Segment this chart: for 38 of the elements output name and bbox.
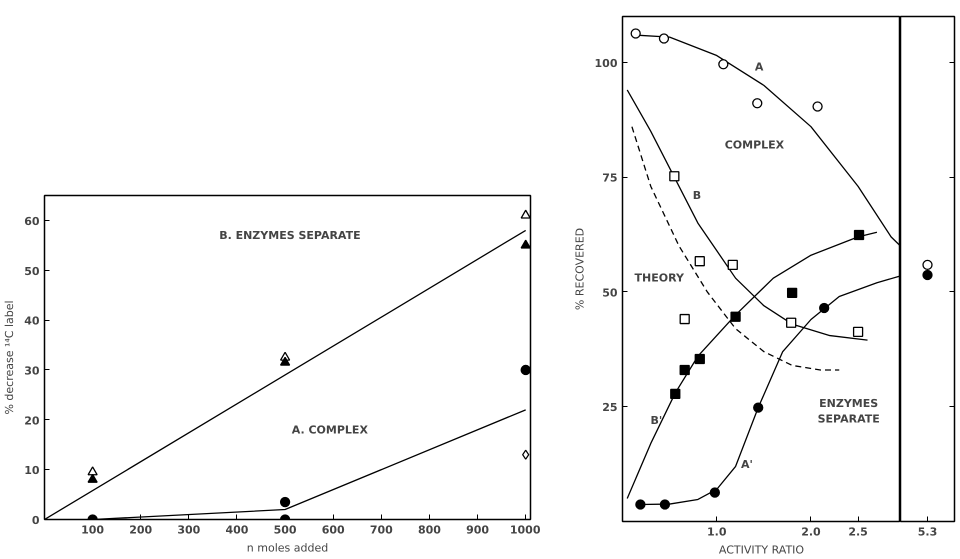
x-tick-label: 1000	[510, 524, 541, 536]
annotation: A	[754, 60, 764, 74]
x-tick-label: 800	[418, 524, 442, 536]
x-tick-label: 700	[370, 524, 394, 536]
x-axis-title: n moles added	[246, 542, 328, 554]
annotation: ENZYMES SEPARATE	[818, 397, 880, 426]
annotation: B. ENZYMES SEPARATE	[219, 228, 361, 242]
y-tick-label: 20	[24, 414, 40, 428]
y-tick-label: 40	[24, 314, 40, 328]
y-tick-label: 60	[24, 214, 40, 228]
x-tick-label: 500	[274, 524, 297, 536]
y-tick-label: 25	[602, 401, 618, 414]
y-tick-label: 0	[32, 514, 40, 527]
x-axis-title: ACTIVITY RATIO	[718, 544, 804, 556]
annotation: A'	[740, 458, 753, 472]
x-tick-label: 100	[81, 524, 104, 536]
annotation: B	[692, 189, 702, 202]
x-tick-label: 300	[177, 524, 201, 536]
y-tick-label: 10	[24, 464, 40, 478]
annotation: A. COMPLEX	[292, 423, 368, 436]
x-tick-label: 200	[129, 524, 153, 536]
y-tick-label: 50	[602, 286, 618, 300]
x-tick-label: 400	[225, 524, 249, 536]
x-tick-label: 2.5	[848, 526, 868, 538]
y-tick-label: 50	[24, 264, 40, 278]
annotation: B'	[650, 414, 662, 427]
x-tick-label: 600	[322, 524, 346, 536]
x-tick-label: 2.0	[801, 526, 822, 538]
y-tick-label: 100	[594, 56, 618, 70]
x-tick-label: 900	[466, 524, 490, 536]
x-tick-label: 5.3	[918, 526, 938, 538]
y-tick-label: 75	[602, 172, 618, 185]
annotation: THEORY	[634, 272, 685, 285]
annotation: COMPLEX	[724, 138, 785, 152]
y-tick-label: 30	[24, 364, 40, 378]
x-tick-label: 1.0	[706, 526, 727, 538]
y-axis-title: % decrease ¹⁴C label	[3, 300, 16, 415]
y-axis-title: % RECOVERED	[574, 228, 587, 310]
